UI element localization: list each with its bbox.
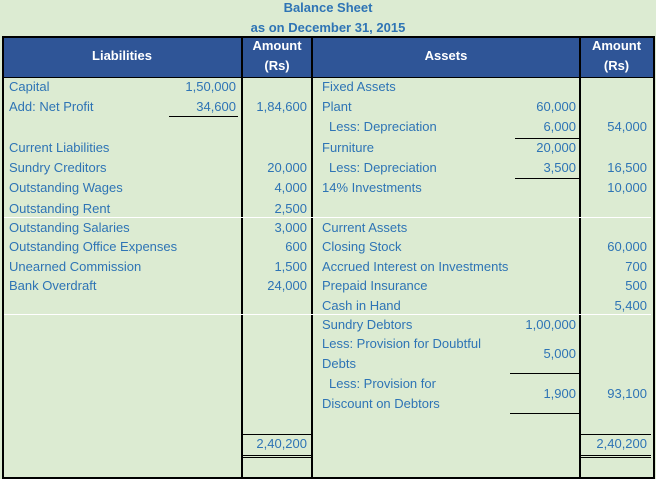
- total-double-rule: [581, 457, 651, 458]
- total-double-rule: [243, 455, 311, 456]
- row-divider: [4, 217, 651, 218]
- liability-label: Outstanding Office Expenses: [9, 239, 178, 254]
- liability-label: Current Liabilities: [9, 140, 110, 155]
- asset-amount: 16,500: [607, 160, 647, 175]
- asset-label: Closing Stock: [322, 239, 402, 254]
- liability-label: Sundry Creditors: [9, 160, 107, 175]
- asset-amount: 5,400: [614, 298, 647, 313]
- header-amount-1-unit: (Rs): [264, 58, 290, 73]
- asset-sub-amount: 6,000: [543, 119, 576, 134]
- total-double-rule: [243, 457, 311, 458]
- column-divider: [579, 36, 581, 477]
- table-header: Liabilities Amount (Rs) Assets Amount (Rs): [2, 36, 653, 78]
- liability-label: Outstanding Wages: [9, 180, 123, 195]
- row-divider: [4, 314, 651, 315]
- header-amount-1-label: Amount: [252, 38, 302, 53]
- liability-label: Outstanding Rent: [9, 201, 111, 216]
- liability-amount: 1,84,600: [256, 99, 307, 114]
- asset-label: Less: Depreciation: [329, 119, 437, 134]
- asset-label: Furniture: [322, 140, 375, 155]
- asset-sub-amount: 1,00,000: [525, 317, 576, 332]
- asset-sub-amount: 20,000: [536, 140, 576, 155]
- header-amount-2-label: Amount: [591, 38, 642, 53]
- header-amount-2-unit: (Rs): [603, 58, 630, 73]
- subtotal-underline: [515, 178, 579, 179]
- asset-label-cont: Discount on Debtors: [322, 396, 440, 411]
- asset-label: Less: Provision for Doubtful: [322, 336, 481, 351]
- subtotal-underline: [510, 373, 579, 374]
- liability-label: Bank Overdraft: [9, 278, 97, 293]
- asset-label-cont: Debts: [322, 356, 356, 371]
- asset-label: Less: Provision for: [329, 376, 436, 391]
- column-divider: [241, 36, 243, 477]
- sheet-subtitle: as on December 31, 2015: [250, 20, 406, 35]
- asset-label: Cash in Hand: [322, 298, 401, 313]
- subtotal-underline: [510, 413, 579, 414]
- sheet-title: Balance Sheet: [283, 0, 373, 15]
- total-rule: [243, 434, 311, 435]
- asset-sub-amount: 60,000: [536, 99, 576, 114]
- asset-label: Fixed Assets: [322, 79, 396, 94]
- liability-amount: 2,500: [274, 201, 307, 216]
- asset-amount: 700: [625, 259, 647, 274]
- asset-amount: 10,000: [607, 180, 647, 195]
- asset-label: Sundry Debtors: [322, 317, 413, 332]
- liability-amount: 600: [285, 239, 307, 254]
- balance-sheet-table: [2, 36, 655, 479]
- column-divider: [311, 36, 313, 477]
- liability-label: Outstanding Salaries: [9, 220, 130, 235]
- header-amount-2: Amount (Rs): [580, 36, 653, 76]
- liability-amount: 4,000: [274, 180, 307, 195]
- liability-sub-amount: 1,50,000: [185, 79, 236, 94]
- header-amount-1: Amount (Rs): [242, 36, 312, 76]
- total-assets: 2,40,200: [596, 436, 647, 451]
- asset-amount: 54,000: [607, 119, 647, 134]
- asset-amount: 500: [625, 278, 647, 293]
- liability-label: Unearned Commission: [9, 259, 142, 274]
- asset-label: Plant: [322, 99, 352, 114]
- liability-sub-amount: 34,600: [196, 99, 236, 114]
- asset-label: Less: Depreciation: [329, 160, 437, 175]
- header-liabilities: Liabilities: [92, 48, 152, 63]
- liability-label: Add: Net Profit: [9, 99, 94, 114]
- asset-sub-amount: 3,500: [543, 160, 576, 175]
- liability-amount: 24,000: [267, 278, 307, 293]
- subtotal-underline: [515, 138, 579, 139]
- liability-amount: 3,000: [274, 220, 307, 235]
- total-double-rule: [581, 455, 651, 456]
- header-assets: Assets: [424, 48, 468, 63]
- asset-label: 14% Investments: [322, 180, 422, 195]
- asset-amount: 93,100: [607, 386, 647, 401]
- asset-label: Current Assets: [322, 220, 408, 235]
- liability-label: Capital: [9, 79, 50, 94]
- total-rule: [581, 434, 651, 435]
- asset-amount: 60,000: [607, 239, 647, 254]
- asset-sub-amount: 5,000: [543, 346, 576, 361]
- liability-amount: 1,500: [274, 259, 307, 274]
- subtotal-underline: [169, 116, 238, 117]
- liability-amount: 20,000: [267, 160, 307, 175]
- asset-label: Accrued Interest on Investments: [322, 259, 509, 274]
- asset-sub-amount: 1,900: [543, 386, 576, 401]
- total-liabilities: 2,40,200: [256, 436, 307, 451]
- asset-label: Prepaid Insurance: [322, 278, 428, 293]
